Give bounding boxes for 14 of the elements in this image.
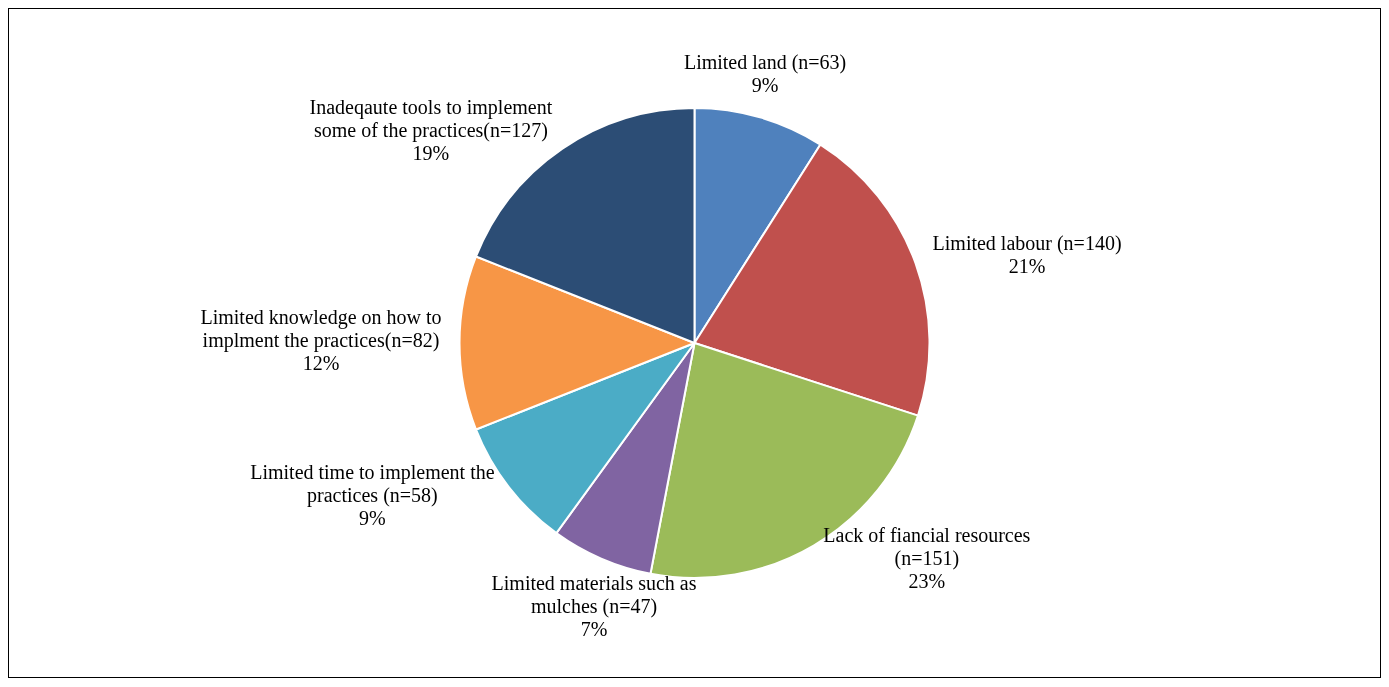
slice-label: Lack of fiancial resources (n=151) — [823, 523, 1031, 570]
data-label: 21% — [1008, 254, 1046, 277]
data-label: 9% — [751, 74, 779, 97]
slice-label: Inadeqaute tools to implement some of the practices(n=127) — [309, 96, 553, 143]
data-label: 19% — [412, 142, 450, 165]
data-label: 12% — [302, 351, 340, 374]
data-label: 9% — [359, 506, 386, 529]
slice-label: Limited time to implement the practices (n=58) — [250, 460, 495, 507]
data-label: 7% — [580, 618, 608, 641]
slice-label: Limited land (n=63) — [683, 51, 847, 75]
data-label: 23% — [908, 569, 946, 592]
slice-label: Limited labour (n=140) — [932, 231, 1122, 255]
slice-label: Limited materials such as mulches (n=47) — [491, 572, 697, 619]
slice-label: Limited knowledge on how to implment the practices(n=82) — [200, 305, 442, 352]
